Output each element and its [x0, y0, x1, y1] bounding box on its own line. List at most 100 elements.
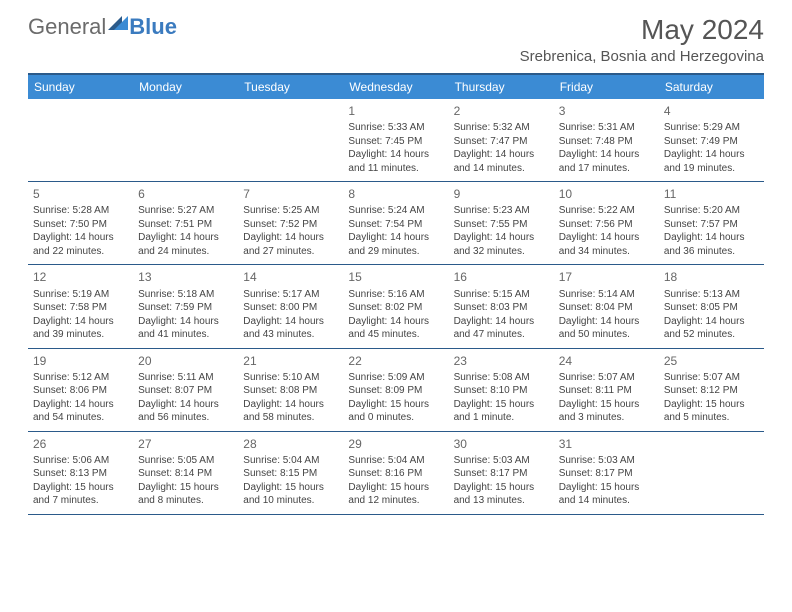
week-row: 19Sunrise: 5:12 AMSunset: 8:06 PMDayligh… — [28, 349, 764, 432]
daylight-text: Daylight: 15 hours and 3 minutes. — [559, 398, 654, 425]
daylight-text: Daylight: 14 hours and 14 minutes. — [454, 148, 549, 175]
daylight-text: Daylight: 15 hours and 7 minutes. — [33, 481, 128, 508]
day-cell: 26Sunrise: 5:06 AMSunset: 8:13 PMDayligh… — [28, 432, 133, 514]
day-cell — [238, 99, 343, 181]
sunrise-text: Sunrise: 5:31 AM — [559, 121, 654, 135]
daylight-text: Daylight: 14 hours and 17 minutes. — [559, 148, 654, 175]
day-cell: 25Sunrise: 5:07 AMSunset: 8:12 PMDayligh… — [659, 349, 764, 431]
day-cell: 22Sunrise: 5:09 AMSunset: 8:09 PMDayligh… — [343, 349, 448, 431]
daylight-text: Daylight: 14 hours and 27 minutes. — [243, 231, 338, 258]
sunset-text: Sunset: 7:48 PM — [559, 135, 654, 149]
sunrise-text: Sunrise: 5:20 AM — [664, 204, 759, 218]
sunset-text: Sunset: 7:56 PM — [559, 218, 654, 232]
day-number: 2 — [454, 103, 549, 119]
sunrise-text: Sunrise: 5:22 AM — [559, 204, 654, 218]
day-cell — [133, 99, 238, 181]
day-number: 6 — [138, 186, 233, 202]
location: Srebrenica, Bosnia and Herzegovina — [520, 48, 764, 65]
sunset-text: Sunset: 8:09 PM — [348, 384, 443, 398]
daylight-text: Daylight: 14 hours and 22 minutes. — [33, 231, 128, 258]
day-number: 18 — [664, 269, 759, 285]
daylight-text: Daylight: 14 hours and 39 minutes. — [33, 315, 128, 342]
day-cell: 17Sunrise: 5:14 AMSunset: 8:04 PMDayligh… — [554, 265, 659, 347]
week-row: 12Sunrise: 5:19 AMSunset: 7:58 PMDayligh… — [28, 265, 764, 348]
day-number: 26 — [33, 436, 128, 452]
daylight-text: Daylight: 15 hours and 14 minutes. — [559, 481, 654, 508]
daylight-text: Daylight: 15 hours and 5 minutes. — [664, 398, 759, 425]
sunset-text: Sunset: 8:17 PM — [454, 467, 549, 481]
weekday-header: Saturday — [659, 75, 764, 99]
sunset-text: Sunset: 8:17 PM — [559, 467, 654, 481]
sunset-text: Sunset: 7:47 PM — [454, 135, 549, 149]
sunrise-text: Sunrise: 5:28 AM — [33, 204, 128, 218]
sunrise-text: Sunrise: 5:24 AM — [348, 204, 443, 218]
daylight-text: Daylight: 15 hours and 10 minutes. — [243, 481, 338, 508]
sunset-text: Sunset: 8:05 PM — [664, 301, 759, 315]
day-cell: 6Sunrise: 5:27 AMSunset: 7:51 PMDaylight… — [133, 182, 238, 264]
day-number: 22 — [348, 353, 443, 369]
sunset-text: Sunset: 8:12 PM — [664, 384, 759, 398]
weeks-container: 1Sunrise: 5:33 AMSunset: 7:45 PMDaylight… — [28, 99, 764, 515]
day-cell: 30Sunrise: 5:03 AMSunset: 8:17 PMDayligh… — [449, 432, 554, 514]
sunrise-text: Sunrise: 5:07 AM — [664, 371, 759, 385]
week-row: 26Sunrise: 5:06 AMSunset: 8:13 PMDayligh… — [28, 432, 764, 515]
daylight-text: Daylight: 14 hours and 24 minutes. — [138, 231, 233, 258]
month-title: May 2024 — [520, 14, 764, 46]
sunrise-text: Sunrise: 5:10 AM — [243, 371, 338, 385]
day-cell: 1Sunrise: 5:33 AMSunset: 7:45 PMDaylight… — [343, 99, 448, 181]
weekday-header: Thursday — [449, 75, 554, 99]
day-cell: 4Sunrise: 5:29 AMSunset: 7:49 PMDaylight… — [659, 99, 764, 181]
sunrise-text: Sunrise: 5:32 AM — [454, 121, 549, 135]
day-number: 17 — [559, 269, 654, 285]
sunrise-text: Sunrise: 5:29 AM — [664, 121, 759, 135]
day-cell: 10Sunrise: 5:22 AMSunset: 7:56 PMDayligh… — [554, 182, 659, 264]
weekday-header: Friday — [554, 75, 659, 99]
sunrise-text: Sunrise: 5:25 AM — [243, 204, 338, 218]
weekday-header: Sunday — [28, 75, 133, 99]
daylight-text: Daylight: 15 hours and 12 minutes. — [348, 481, 443, 508]
weekday-header: Monday — [133, 75, 238, 99]
daylight-text: Daylight: 14 hours and 58 minutes. — [243, 398, 338, 425]
daylight-text: Daylight: 14 hours and 56 minutes. — [138, 398, 233, 425]
day-number: 30 — [454, 436, 549, 452]
sunrise-text: Sunrise: 5:13 AM — [664, 288, 759, 302]
daylight-text: Daylight: 14 hours and 34 minutes. — [559, 231, 654, 258]
day-number: 23 — [454, 353, 549, 369]
day-cell: 3Sunrise: 5:31 AMSunset: 7:48 PMDaylight… — [554, 99, 659, 181]
daylight-text: Daylight: 14 hours and 52 minutes. — [664, 315, 759, 342]
daylight-text: Daylight: 15 hours and 1 minute. — [454, 398, 549, 425]
week-row: 5Sunrise: 5:28 AMSunset: 7:50 PMDaylight… — [28, 182, 764, 265]
day-cell: 29Sunrise: 5:04 AMSunset: 8:16 PMDayligh… — [343, 432, 448, 514]
daylight-text: Daylight: 15 hours and 0 minutes. — [348, 398, 443, 425]
weekday-header: Wednesday — [343, 75, 448, 99]
day-number: 15 — [348, 269, 443, 285]
sunrise-text: Sunrise: 5:12 AM — [33, 371, 128, 385]
day-cell: 12Sunrise: 5:19 AMSunset: 7:58 PMDayligh… — [28, 265, 133, 347]
daylight-text: Daylight: 14 hours and 43 minutes. — [243, 315, 338, 342]
day-number: 11 — [664, 186, 759, 202]
day-cell: 28Sunrise: 5:04 AMSunset: 8:15 PMDayligh… — [238, 432, 343, 514]
day-number: 13 — [138, 269, 233, 285]
sunset-text: Sunset: 8:06 PM — [33, 384, 128, 398]
day-number: 4 — [664, 103, 759, 119]
day-number: 8 — [348, 186, 443, 202]
daylight-text: Daylight: 14 hours and 47 minutes. — [454, 315, 549, 342]
day-cell — [659, 432, 764, 514]
day-cell: 27Sunrise: 5:05 AMSunset: 8:14 PMDayligh… — [133, 432, 238, 514]
sunset-text: Sunset: 7:54 PM — [348, 218, 443, 232]
sunrise-text: Sunrise: 5:05 AM — [138, 454, 233, 468]
daylight-text: Daylight: 14 hours and 41 minutes. — [138, 315, 233, 342]
sunrise-text: Sunrise: 5:23 AM — [454, 204, 549, 218]
sunrise-text: Sunrise: 5:04 AM — [348, 454, 443, 468]
day-number: 14 — [243, 269, 338, 285]
day-number: 21 — [243, 353, 338, 369]
daylight-text: Daylight: 14 hours and 19 minutes. — [664, 148, 759, 175]
sunrise-text: Sunrise: 5:18 AM — [138, 288, 233, 302]
sunrise-text: Sunrise: 5:33 AM — [348, 121, 443, 135]
daylight-text: Daylight: 15 hours and 13 minutes. — [454, 481, 549, 508]
day-number: 9 — [454, 186, 549, 202]
day-cell: 19Sunrise: 5:12 AMSunset: 8:06 PMDayligh… — [28, 349, 133, 431]
sunrise-text: Sunrise: 5:03 AM — [559, 454, 654, 468]
day-cell — [28, 99, 133, 181]
day-number: 31 — [559, 436, 654, 452]
